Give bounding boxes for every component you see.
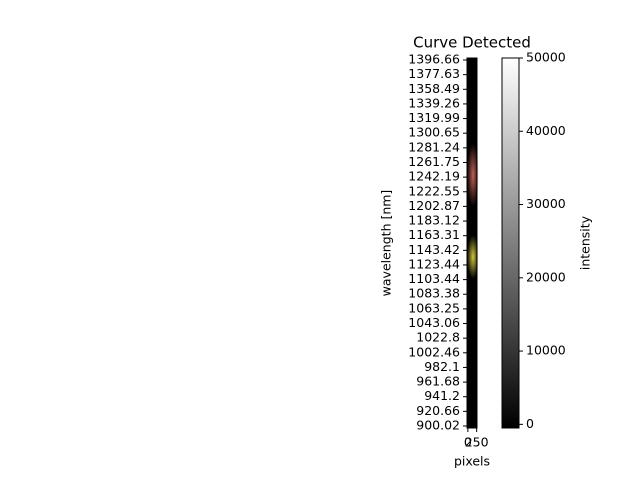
x-tick-label: 250 — [465, 435, 489, 450]
colorbar-tick-label: 10000 — [526, 343, 566, 358]
y-tick-label: 1002.46 — [408, 344, 460, 359]
y-tick-label: 1123.44 — [408, 256, 460, 271]
y-axis-label: wavelength [nm] — [379, 190, 394, 297]
y-tick-label: 1319.99 — [408, 110, 460, 125]
y-tick-label: 1396.66 — [408, 52, 460, 67]
y-tick-label: 1202.87 — [408, 198, 460, 213]
y-tick-label: 1281.24 — [408, 139, 460, 154]
y-tick-label: 1083.38 — [408, 286, 460, 301]
chart-title: Curve Detected — [413, 34, 531, 52]
y-tick-label: 961.68 — [416, 374, 460, 389]
y-tick-label: 1022.8 — [416, 330, 460, 345]
y-tick-label: 1143.42 — [408, 242, 460, 257]
colorbar-label: intensity — [578, 215, 593, 270]
colorbar-tick-label: 0 — [526, 416, 534, 431]
x-tick-label: 0 — [464, 435, 472, 450]
y-tick-label: 1183.12 — [408, 213, 460, 228]
y-tick-label: 1261.75 — [408, 154, 460, 169]
y-tick-label: 1339.26 — [408, 95, 460, 110]
y-tick-label: 1043.06 — [408, 315, 460, 330]
colorbar-tick-label: 50000 — [526, 50, 566, 65]
y-tick-label: 941.2 — [424, 388, 460, 403]
y-tick-label: 1300.65 — [408, 125, 460, 140]
x-axis-label: pixels — [454, 454, 490, 469]
y-tick-label: 1103.44 — [408, 271, 460, 286]
y-tick-label: 1163.31 — [408, 227, 460, 242]
y-tick-label: 900.02 — [416, 418, 460, 433]
y-tick-label: 1242.19 — [408, 169, 460, 184]
colorbar-tick-label: 30000 — [526, 196, 566, 211]
y-tick-label: 1063.25 — [408, 300, 460, 315]
colorbar-tick-label: 40000 — [526, 123, 566, 138]
detected-curve — [467, 143, 479, 207]
y-tick-label: 1358.49 — [408, 81, 460, 96]
colorbar-tick-label: 20000 — [526, 269, 566, 284]
colorbar — [501, 57, 520, 429]
y-tick-label: 920.66 — [416, 403, 460, 418]
y-tick-label: 1222.55 — [408, 183, 460, 198]
detected-curve — [467, 235, 479, 279]
y-tick-label: 1377.63 — [408, 66, 460, 81]
axes-frame — [466, 57, 478, 429]
y-tick-label: 982.1 — [424, 359, 460, 374]
